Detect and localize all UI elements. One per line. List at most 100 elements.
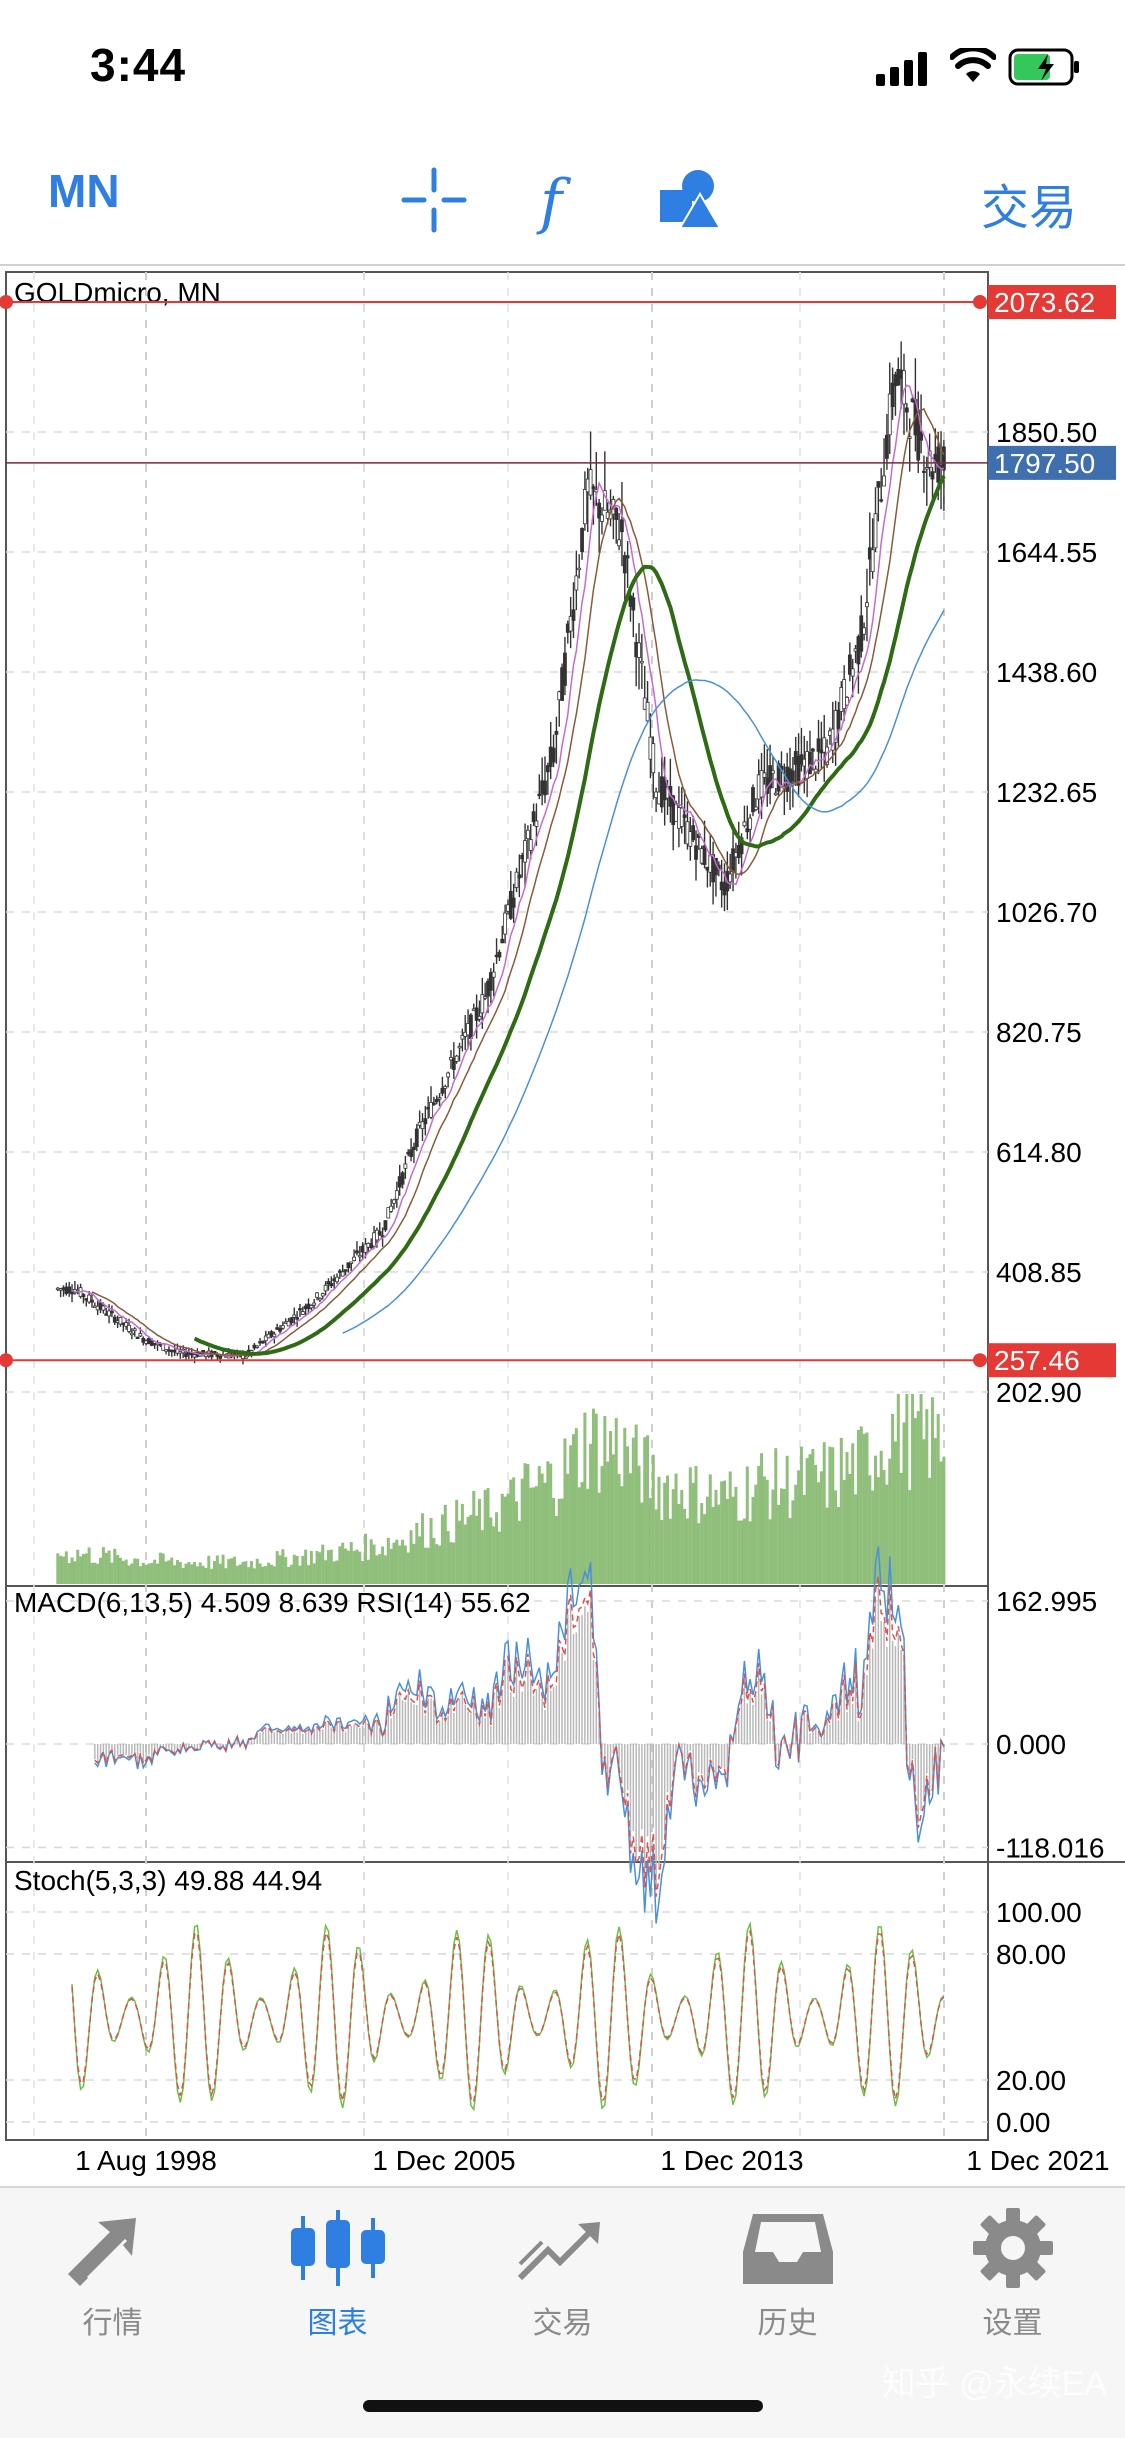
current-price-label: 1797.50 [994, 448, 1095, 479]
candle-body [315, 1292, 319, 1298]
volume-bar [503, 1496, 507, 1584]
candle-body [440, 1087, 445, 1094]
volume-bar [885, 1484, 889, 1584]
candle-body [189, 1353, 194, 1356]
volume-bar [802, 1494, 806, 1584]
candle-body [873, 513, 878, 549]
candle-body [582, 489, 587, 525]
volume-bar [660, 1519, 664, 1584]
tab-history[interactable]: 历史 [675, 2208, 900, 2368]
candle-body [919, 431, 923, 441]
volume-bar [691, 1482, 695, 1584]
tab-trade-label: 交易 [532, 2307, 593, 2340]
volume-bar [817, 1482, 821, 1584]
candle-body [118, 1317, 123, 1325]
macd-axis-label: -118.016 [996, 1833, 1104, 1864]
volume-bar [532, 1487, 536, 1584]
candle-body [437, 1097, 442, 1100]
tab-chart[interactable]: 图表 [225, 2208, 450, 2368]
volume-bar [620, 1486, 624, 1584]
trade-button[interactable]: 交易 [980, 182, 1077, 235]
volume-bar [73, 1561, 77, 1584]
volume-bar [705, 1496, 709, 1584]
volume-bar [466, 1516, 470, 1584]
volume-bar [204, 1567, 208, 1584]
time-axis-label: 1 Dec 2013 [660, 2145, 803, 2176]
volume-bar [603, 1416, 607, 1584]
volume-bar [740, 1520, 744, 1584]
chart-toolbar: MN f 交易 [0, 140, 1125, 266]
volume-bar [56, 1553, 60, 1584]
candle-body [286, 1320, 291, 1327]
volume-bar [663, 1482, 667, 1584]
volume-bar [828, 1446, 832, 1584]
volume-bar [389, 1548, 393, 1584]
volume-bar [566, 1473, 570, 1584]
candle-body [816, 738, 821, 752]
price-axis-label: 202.90 [996, 1377, 1082, 1408]
candle-body [443, 1085, 448, 1089]
candle-body [580, 528, 584, 553]
volume-bar [922, 1439, 926, 1584]
candle-body [882, 475, 886, 487]
volume-bar [871, 1490, 875, 1584]
candle-body [101, 1305, 106, 1311]
candle-body [272, 1333, 277, 1338]
volume-bar [651, 1454, 655, 1584]
candle-body [112, 1316, 117, 1323]
volume-bar [677, 1503, 681, 1584]
candle-body [571, 609, 576, 621]
candle-body [346, 1262, 351, 1269]
candle-body [457, 1045, 462, 1049]
candle-body [87, 1294, 92, 1303]
volume-bar [309, 1550, 313, 1584]
volume-bar [164, 1561, 168, 1584]
timeframe-button[interactable]: MN [48, 165, 120, 217]
crosshair-icon[interactable] [398, 164, 470, 236]
tab-settings[interactable]: 设置 [900, 2208, 1125, 2368]
volume-bar [711, 1506, 715, 1584]
volume-bar [87, 1547, 91, 1584]
candle-body [551, 747, 556, 763]
low-price-marker [0, 1353, 13, 1368]
candle-body [491, 971, 496, 978]
volume-bar [184, 1563, 188, 1584]
candle-body [682, 814, 687, 818]
low-price-tag [988, 1343, 1116, 1378]
candle-body [326, 1281, 331, 1285]
volume-bar [563, 1438, 567, 1584]
price-chart[interactable]: 1850.50 1644.55 1438.60 1232.65 1026.70 820.7… [0, 266, 1125, 2186]
high-price-tag [988, 284, 1116, 319]
tab-quotes[interactable]: 行情 [0, 2208, 225, 2368]
tab-trade[interactable]: 交易 [450, 2208, 675, 2368]
volume-bar [224, 1568, 228, 1584]
volume-bar [648, 1497, 652, 1584]
candle-body [107, 1310, 111, 1317]
candle-body [577, 567, 582, 571]
price-axis-label: 1026.70 [996, 897, 1097, 928]
volume-bar [543, 1482, 547, 1584]
volume-bar [418, 1536, 422, 1584]
candle-body [255, 1345, 260, 1348]
candle-body [278, 1328, 282, 1332]
volume-bar [429, 1517, 433, 1584]
volume-bar [275, 1551, 279, 1584]
volume-bar [372, 1544, 376, 1584]
volume-bar [939, 1461, 943, 1584]
volume-bar [449, 1542, 453, 1584]
volume-bar [469, 1514, 473, 1584]
volume-bar [452, 1542, 456, 1584]
volume-bar [381, 1546, 385, 1584]
objects-icon[interactable] [656, 164, 728, 236]
function-icon[interactable]: f [522, 164, 594, 236]
time-axis-label: 1 Aug 1998 [75, 2145, 217, 2176]
volume-bar [258, 1563, 262, 1584]
chart-area[interactable]: 1850.50 1644.55 1438.60 1232.65 1026.70 820.7… [0, 266, 1125, 2186]
candle-body [776, 763, 781, 792]
volume-bar [782, 1489, 786, 1584]
volume-bar [748, 1521, 752, 1584]
volume-bar [401, 1539, 405, 1584]
volume-bar [472, 1490, 476, 1584]
volume-bar [526, 1464, 530, 1584]
volume-bar [893, 1441, 897, 1584]
